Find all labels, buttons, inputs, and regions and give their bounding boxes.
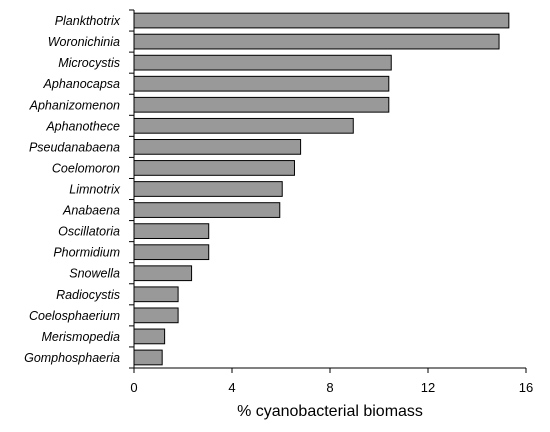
bar-coelosphaerium	[133, 307, 179, 324]
category-label: Aphanizomenon	[29, 98, 120, 112]
bar-aphanizomenon	[133, 96, 390, 113]
bar-oscillatoria	[133, 223, 210, 239]
category-label: Coelosphaerium	[29, 309, 120, 323]
category-label: Microcystis	[58, 56, 120, 70]
bar-aphanothece	[133, 117, 354, 134]
x-axis-title: % cyanobacterial biomass	[237, 403, 423, 420]
x-tick-label: 16	[519, 380, 533, 395]
x-tick-label: 8	[326, 380, 333, 395]
category-label: Woronichinia	[48, 35, 120, 49]
x-tick-label: 12	[421, 380, 435, 395]
x-tick-label: 4	[228, 380, 235, 395]
category-label: Aphanocapsa	[43, 77, 121, 91]
category-label: Aphanothece	[45, 119, 120, 133]
bars-group	[133, 12, 510, 366]
bar-pseudanabaena	[133, 139, 302, 155]
category-label: Gomphosphaeria	[24, 351, 120, 365]
category-label: Plankthotrix	[55, 14, 121, 28]
bar-snowella	[133, 265, 193, 282]
category-label: Radiocystis	[56, 288, 120, 302]
bar-coelomoron	[133, 160, 295, 176]
bar-aphanocapsa	[133, 75, 390, 92]
category-label: Limnotrix	[69, 183, 120, 197]
bar-limnotrix	[133, 181, 283, 197]
category-label: Merismopedia	[41, 330, 120, 344]
y-ticks-group	[129, 9, 134, 369]
bar-phormidium	[133, 244, 210, 261]
category-label: Anabaena	[62, 204, 120, 218]
x-ticks-group: 0 4 8 12 16	[130, 368, 533, 395]
category-labels-group: Plankthotrix Woronichinia Microcystis Aphan…	[24, 14, 121, 365]
category-label: Pseudanabaena	[29, 140, 120, 154]
category-label: Coelomoron	[52, 161, 120, 175]
bar-microcystis	[133, 54, 392, 71]
bar-gomphosphaeria	[133, 349, 163, 366]
bar-anabaena	[133, 202, 281, 218]
x-tick-label: 0	[130, 380, 137, 395]
category-label: Phormidium	[53, 246, 120, 260]
bar-woronichinia	[133, 33, 500, 50]
bar-merismopedia	[133, 328, 166, 345]
bar-radiocystis	[133, 286, 179, 303]
bar-plankthotrix	[133, 12, 510, 29]
category-label: Oscillatoria	[58, 225, 120, 239]
category-label: Snowella	[69, 267, 120, 281]
